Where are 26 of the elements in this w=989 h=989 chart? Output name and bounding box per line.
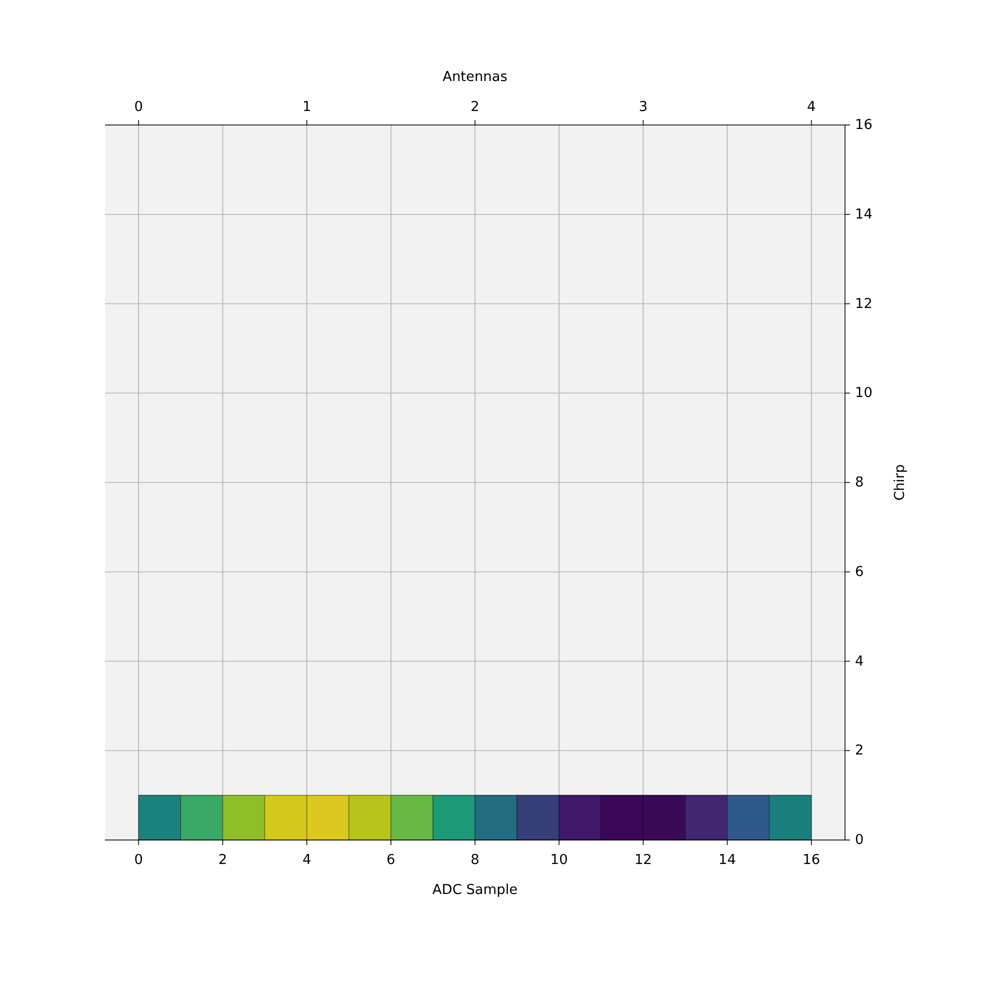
y-tick-label: 4 <box>855 653 864 670</box>
y-axis-title: Chirp <box>892 464 908 501</box>
y-tick-label: 16 <box>855 117 872 133</box>
x2-axis-title: Antennas <box>442 69 508 85</box>
y-tick-label: 8 <box>855 474 864 490</box>
x2-tick-label: 0 <box>134 99 143 115</box>
x-tick-label: 6 <box>386 852 396 868</box>
x-axis-title: ADC Sample <box>432 882 518 898</box>
x-tick-label: 14 <box>718 852 736 868</box>
y-tick-label: 14 <box>855 206 872 222</box>
x-tick-label: 4 <box>302 852 312 868</box>
x-tick-label: 0 <box>134 852 143 868</box>
x-tick-label: 8 <box>470 852 480 868</box>
y-tick-label: 12 <box>855 296 872 312</box>
x-tick-label: 10 <box>550 852 568 868</box>
y-tick-label: 2 <box>855 742 864 759</box>
y-tick-label: 0 <box>855 832 864 848</box>
x2-tick-label: 3 <box>638 99 648 115</box>
y-tick-label: 10 <box>855 385 872 402</box>
x-tick-label: 2 <box>218 852 228 868</box>
x2-tick-label: 1 <box>302 99 312 115</box>
x2-tick-label: 4 <box>807 99 816 115</box>
y-tick-label: 6 <box>855 564 864 580</box>
x-tick-label: 16 <box>802 852 820 868</box>
x2-tick-label: 2 <box>470 99 480 115</box>
x-tick-label: 12 <box>634 852 652 868</box>
